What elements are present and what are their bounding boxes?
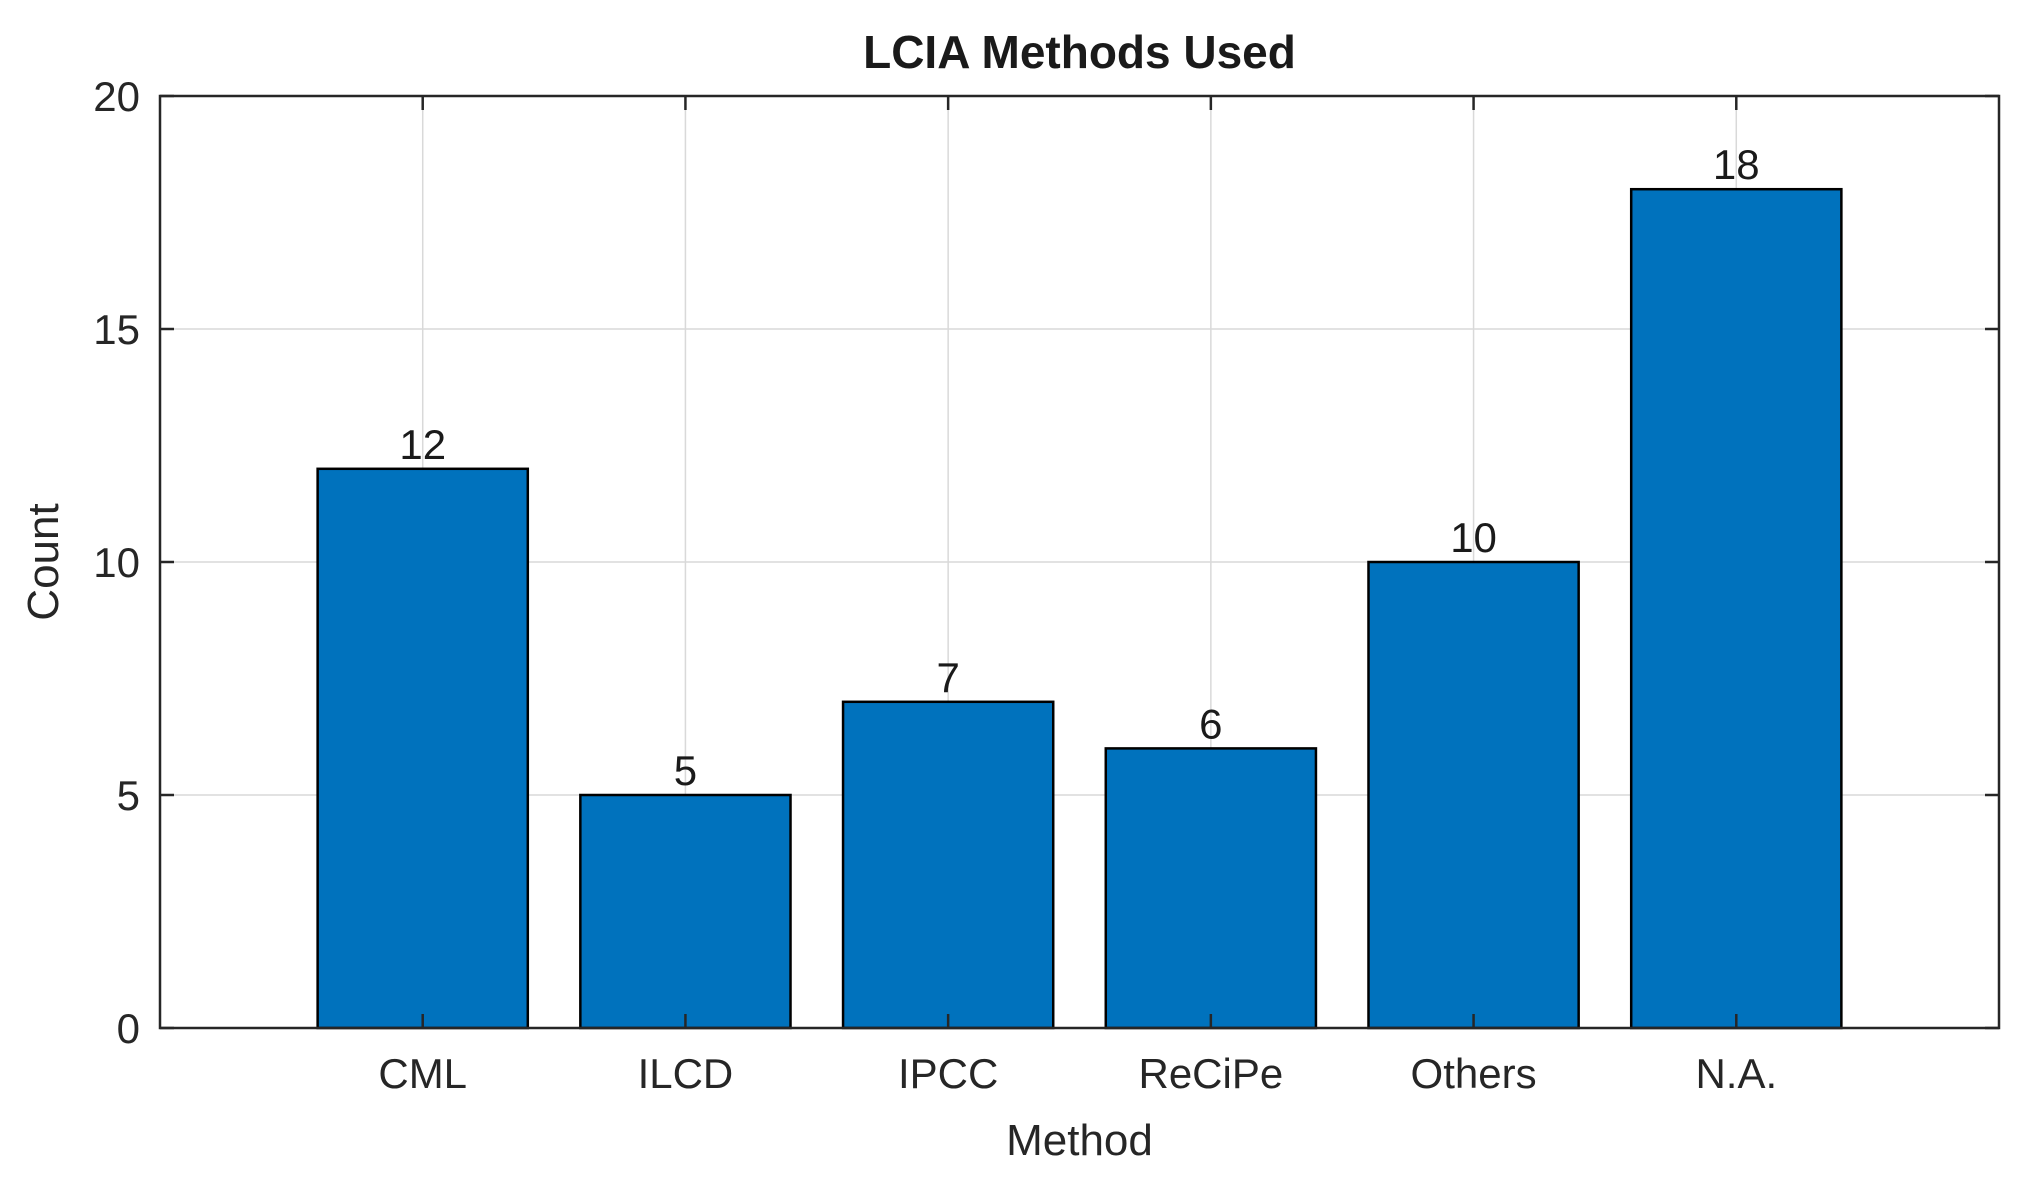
chart-title: LCIA Methods Used xyxy=(863,26,1296,78)
y-tick-label: 10 xyxy=(93,539,140,586)
x-axis-label: Method xyxy=(1006,1116,1153,1165)
bar-value-label: 18 xyxy=(1713,141,1760,188)
x-tick-label: Others xyxy=(1411,1050,1537,1097)
x-tick-label: IPCC xyxy=(898,1050,998,1097)
bar-cml xyxy=(316,467,530,1030)
y-axis-label: Count xyxy=(19,503,68,620)
bar-ipcc xyxy=(841,700,1055,1030)
bar-value-label: 12 xyxy=(399,421,446,468)
bar-ilcd xyxy=(579,793,792,1030)
bar-value-label: 7 xyxy=(936,654,959,701)
x-tick-label: ILCD xyxy=(638,1050,734,1097)
bar-others xyxy=(1367,560,1580,1030)
bar-value-label: 5 xyxy=(674,747,697,794)
y-tick-label: 0 xyxy=(117,1005,140,1052)
axis-ticks: 0 5 10 15 20 CML ILCD IPCC ReCiPe Others N.A. xyxy=(93,73,1999,1097)
bar-n-a xyxy=(1629,187,1843,1030)
bar-value-label: 10 xyxy=(1450,514,1497,561)
y-tick-label: 20 xyxy=(93,73,140,120)
y-tick-label: 15 xyxy=(93,306,140,353)
y-tick-label: 5 xyxy=(117,772,140,819)
bar-recipe xyxy=(1104,747,1318,1030)
bar-value-label: 6 xyxy=(1199,700,1222,747)
x-tick-label: CML xyxy=(378,1050,467,1097)
data-labels: 12 5 7 6 10 18 xyxy=(399,141,1759,794)
bars xyxy=(316,187,1843,1030)
x-tick-label: N.A. xyxy=(1695,1050,1777,1097)
x-tick-label: ReCiPe xyxy=(1138,1050,1283,1097)
